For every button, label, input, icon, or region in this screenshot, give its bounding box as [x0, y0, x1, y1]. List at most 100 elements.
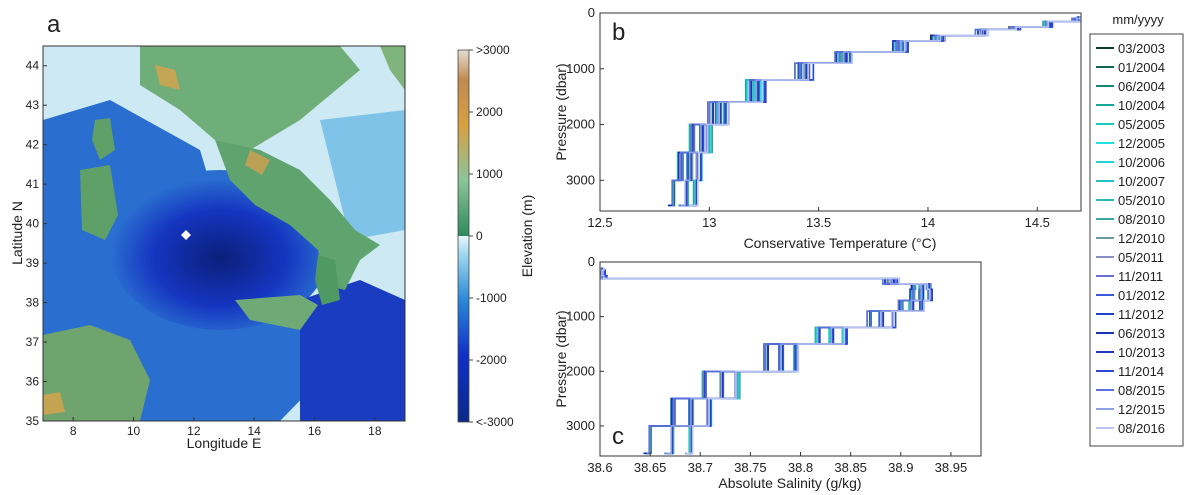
colorbar-tick-label: 0: [476, 229, 483, 243]
series-line-10-2004: [669, 17, 1081, 207]
legend-label: 10/2006: [1118, 155, 1165, 170]
series-line-10-2006: [600, 267, 917, 455]
y-tick-label: 2000: [566, 363, 595, 378]
series-line-06-2004: [688, 16, 1081, 207]
italy-south: [215, 140, 380, 290]
panel-c-series: [600, 267, 933, 455]
legend-label: 11/2011: [1118, 269, 1163, 284]
panel-c-frame: [599, 261, 982, 457]
panel-b-ylabel: Pressure (dbar): [553, 63, 569, 160]
series-line-10-2006: [671, 16, 1081, 207]
panel-b-y-ticks: 0 1000 2000 3000: [566, 5, 604, 187]
legend-label: 08/2015: [1118, 383, 1165, 398]
panel-c-letter: c: [612, 423, 624, 450]
legend: mm/yyyy 03/2003 01/2004 06/2004 10/2004 05/2…: [1089, 12, 1184, 447]
map-y-tick-label: 39: [26, 256, 40, 270]
x-tick-label: 38.75: [734, 460, 767, 475]
panel-b-xlabel: Conservative Temperature (°C): [744, 235, 937, 251]
panel-c-chart: 38.6 38.65 38.7 38.75 38.8 38.85 38.9 38.95 0 10…: [553, 254, 982, 491]
map-y-tick-label: 37: [26, 335, 40, 349]
series-line-10-2007: [679, 16, 1080, 207]
panel-b-letter: b: [612, 19, 625, 46]
y-tick-label: 0: [588, 254, 595, 269]
map-x-tick-label: 14: [247, 424, 261, 438]
series-line-11-2011: [671, 16, 1079, 207]
legend-label: 06/2013: [1118, 326, 1165, 341]
colorbar-tick-label: <-3000: [476, 415, 514, 429]
legend-label: 01/2004: [1118, 60, 1165, 75]
colorbar-gradient: [457, 49, 470, 423]
colorbar-ticks: >3000 2000 1000 0 -1000 -2000 <-3000: [469, 43, 514, 429]
y-tick-label: 1000: [566, 309, 595, 324]
legend-label: 01/2012: [1118, 288, 1165, 303]
x-tick-label: 13: [702, 215, 716, 230]
y-tick-label: 1000: [566, 61, 595, 76]
x-tick-label: 38.9: [888, 460, 913, 475]
legend-label: 11/2014: [1118, 364, 1164, 379]
series-line-10-2004: [600, 267, 914, 455]
series-line-12-2010: [600, 267, 921, 455]
x-tick-label: 38.8: [788, 460, 813, 475]
italy-north: [140, 46, 360, 150]
panel-b-x-ticks: 12.5 13 13.5 14 14.5: [587, 207, 1050, 230]
colorbar-tick-label: 1000: [476, 167, 503, 181]
y-tick-label: 0: [588, 5, 595, 20]
series-line-05-2005: [682, 16, 1079, 207]
legend-label: 12/2015: [1118, 402, 1165, 417]
balkans: [380, 46, 405, 90]
legend-label: 12/2005: [1118, 136, 1165, 151]
y-tick-label: 2000: [566, 117, 595, 132]
series-line-06-2013: [600, 267, 913, 455]
map-y-ticks: 35 36 37 38 39 40 41 42 43 44: [26, 59, 47, 428]
map-x-tick-label: 10: [127, 424, 141, 438]
mountains-alps: [155, 65, 180, 90]
colorbar-tick-label: >3000: [476, 43, 510, 57]
legend-box: [1089, 33, 1184, 447]
map-ylabel: Latitude N: [9, 201, 25, 265]
map-y-tick-label: 44: [26, 59, 40, 73]
map-x-tick-label: 18: [368, 424, 382, 438]
map-frame: [42, 45, 406, 422]
map-y-tick-label: 35: [26, 414, 40, 428]
ionian-basin: [300, 280, 405, 421]
series-line-01-2012: [600, 269, 923, 455]
y-tick-label: 3000: [566, 172, 595, 187]
legend-label: 11/2012: [1118, 307, 1164, 322]
series-line-05-2005: [600, 269, 924, 455]
series-holder: [667, 16, 1081, 207]
map-xlabel: Longitude E: [187, 435, 262, 451]
x-tick-label: 14.5: [1025, 215, 1050, 230]
y-tick-label: 3000: [566, 418, 595, 433]
x-tick-label: 14: [921, 215, 935, 230]
legend-label: 10/2004: [1118, 98, 1165, 113]
panel-c-y-ticks: 0 1000 2000 3000: [566, 254, 604, 433]
panel-b-series: [667, 16, 1081, 207]
series-line-12-2015: [600, 267, 923, 455]
series-line-08-2016: [601, 267, 931, 455]
adriatic-deep: [320, 110, 405, 240]
series-line-03-2003: [600, 269, 916, 455]
sardinia: [80, 165, 118, 240]
series-line-08-2010: [600, 277, 916, 455]
x-tick-label: 38.95: [935, 460, 968, 475]
panel-a-map: a 8 10 12 14 16 18 35 36 37 38 39 40 41 42 43 44 Longi…: [9, 11, 535, 451]
series-holder: [600, 267, 933, 455]
series-line-03-2003: [670, 17, 1081, 207]
legend-label: 05/2011: [1118, 250, 1164, 265]
corsica: [92, 118, 115, 160]
x-tick-label: 38.7: [688, 460, 713, 475]
x-tick-label: 38.85: [834, 460, 867, 475]
mountains-apennines: [245, 150, 270, 175]
colorbar-tick-label: -2000: [476, 353, 507, 367]
legend-label: 12/2010: [1118, 231, 1165, 246]
map-y-tick-label: 43: [26, 98, 40, 112]
map-y-tick-label: 41: [26, 177, 40, 191]
legend-label: 03/2003: [1118, 41, 1165, 56]
calabria: [315, 255, 340, 305]
map-x-tick-label: 16: [308, 424, 322, 438]
legend-items: 03/2003 01/2004 06/2004 10/2004 05/2005 12/20…: [1096, 41, 1165, 436]
x-tick-label: 38.65: [634, 460, 667, 475]
x-tick-label: 13.5: [806, 215, 831, 230]
colorbar: >3000 2000 1000 0 -1000 -2000 <-3000 Elevation…: [457, 43, 535, 429]
series-line-01-2004: [600, 269, 924, 455]
